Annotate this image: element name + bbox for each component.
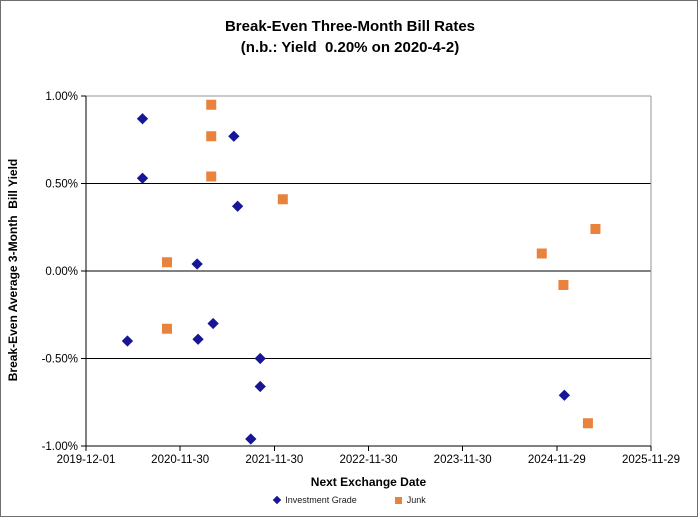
data-point-diamond [231, 200, 244, 212]
data-point-diamond [245, 433, 257, 445]
data-point-diamond [207, 317, 219, 330]
x-axis-title: Next Exchange Date [310, 475, 427, 489]
data-point-square [206, 131, 217, 142]
y-tick-label: -1.00% [42, 441, 78, 453]
data-point-square [536, 248, 547, 259]
legend: Investment Grade Junk [1, 495, 697, 505]
x-tick-label: 2022-11-30 [340, 454, 398, 466]
x-tick-label: 2019-12-01 [57, 454, 116, 466]
x-tick-label: 2020-11-30 [151, 454, 209, 466]
x-tick-label: 2025-11-29 [622, 454, 680, 466]
data-point-square [161, 257, 172, 268]
legend-label-investment-grade: Investment Grade [285, 495, 357, 505]
legend-label-junk: Junk [406, 495, 426, 505]
x-tick-label: 2023-11-30 [434, 454, 492, 466]
data-point-diamond [558, 389, 571, 401]
data-point-diamond [136, 172, 149, 184]
y-tick-label: 1.00% [45, 91, 78, 103]
data-point-diamond [136, 113, 149, 125]
chart-title-block: Break-Even Three-Month Bill Rates (n.b.:… [1, 16, 697, 58]
chart-subtitle: (n.b.: Yield 0.20% on 2020-4-2) [240, 39, 460, 56]
legend-item-investment-grade: Investment Grade [272, 495, 357, 505]
diamond-marker-icon [272, 495, 282, 505]
data-point-square [206, 171, 217, 182]
data-point-diamond [191, 258, 203, 270]
x-tick-label: 2024-11-29 [528, 454, 586, 466]
data-point-diamond [254, 380, 266, 393]
x-tick-label: 2021-11-30 [245, 454, 303, 466]
data-point-square [558, 280, 569, 290]
legend-item-junk: Junk [394, 495, 426, 505]
y-tick-label: -0.50% [42, 354, 78, 366]
data-point-square [277, 194, 288, 205]
data-point-diamond [192, 333, 204, 345]
data-point-square [206, 99, 217, 110]
data-point-diamond [254, 352, 266, 365]
data-point-square [161, 323, 172, 334]
data-point-diamond [121, 335, 134, 347]
y-tick-label: 0.50% [45, 179, 78, 191]
data-point-square [582, 418, 593, 429]
y-axis-title: Break-Even Average 3-Month Bill Yield [6, 158, 20, 382]
data-point-diamond [228, 130, 240, 142]
chart-title: Break-Even Three-Month Bill Rates [224, 18, 476, 35]
y-tick-label: 0.00% [45, 266, 78, 278]
square-marker-icon [394, 496, 402, 504]
data-point-square [590, 224, 601, 234]
